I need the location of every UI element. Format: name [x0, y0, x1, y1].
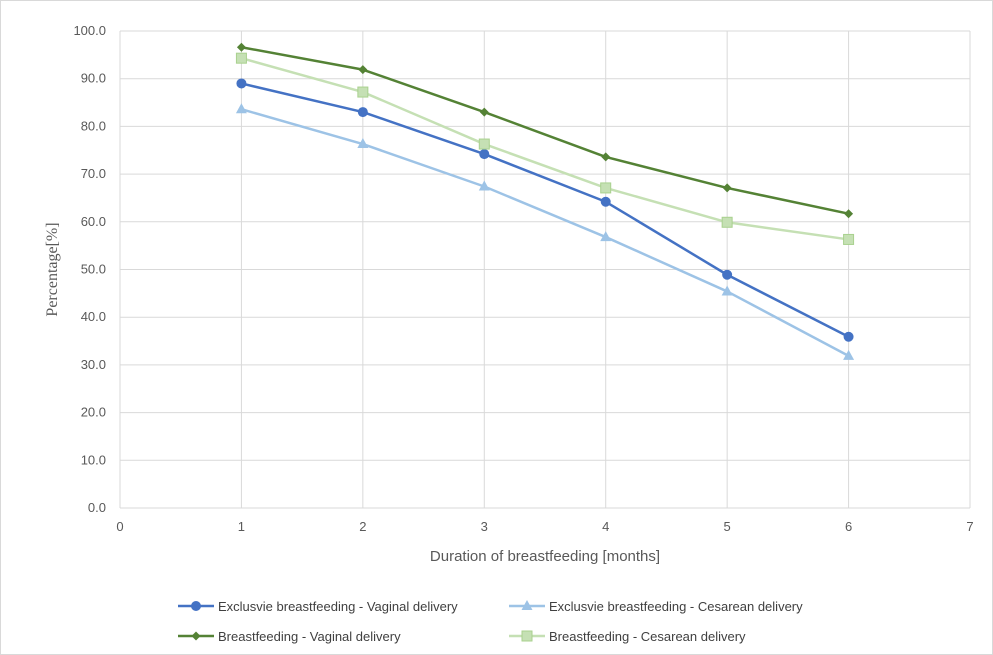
data-point: [600, 231, 612, 242]
data-point: [843, 331, 854, 342]
legend-marker: [191, 601, 201, 611]
y-tick-label: 30.0: [81, 357, 106, 372]
series-3: [236, 42, 854, 219]
series-2: [235, 103, 855, 360]
data-point: [600, 182, 612, 194]
data-point: [722, 183, 732, 193]
y-tick-label: 50.0: [81, 262, 106, 277]
data-point: [844, 209, 854, 219]
y-axis-ticks: 0.0 10.0 20.0 30.0 40.0 50.0 60.0 70.0 80.0 90.0 1…: [73, 23, 106, 515]
legend-item: Exclusvie breastfeeding - Cesarean deliv…: [509, 599, 803, 614]
legend-item: Breastfeeding - Cesarean delivery: [509, 629, 746, 644]
series-group: [235, 42, 855, 360]
y-tick-label: 80.0: [81, 118, 106, 133]
x-tick-label: 1: [238, 519, 245, 534]
y-tick-label: 10.0: [81, 452, 106, 467]
y-tick-label: 70.0: [81, 166, 106, 181]
data-point: [236, 42, 246, 52]
legend-item: Breastfeeding - Vaginal delivery: [178, 629, 401, 644]
data-point: [235, 103, 247, 114]
y-tick-label: 100.0: [73, 23, 106, 38]
data-point: [843, 349, 855, 360]
y-tick-label: 60.0: [81, 214, 106, 229]
series-line: [241, 82, 850, 338]
series-line: [241, 45, 849, 215]
x-tick-label: 5: [724, 519, 731, 534]
legend-marker: [191, 631, 201, 641]
series-line: [241, 56, 849, 241]
x-tick-label: 3: [481, 519, 488, 534]
x-tick-label: 4: [602, 519, 609, 534]
x-axis-ticks: 0 1 2 3 4 5 6 7: [116, 519, 973, 534]
data-point: [358, 65, 368, 75]
data-point: [601, 152, 611, 162]
data-point: [357, 138, 369, 149]
y-tick-label: 20.0: [81, 405, 106, 420]
y-tick-label: 40.0: [81, 309, 106, 324]
data-point: [236, 78, 247, 89]
legend-item: Exclusvie breastfeeding - Vaginal delive…: [178, 599, 458, 614]
y-tick-label: 0.0: [88, 500, 106, 515]
data-point: [479, 107, 489, 117]
data-point: [357, 86, 369, 98]
legend-marker: [521, 630, 533, 642]
y-tick-label: 90.0: [81, 71, 106, 86]
x-tick-label: 2: [359, 519, 366, 534]
x-axis-label: Duration of breastfeeding [months]: [430, 548, 660, 565]
legend-marker: [521, 600, 533, 610]
data-point: [843, 233, 855, 245]
data-point: [478, 180, 490, 191]
grid: [119, 30, 971, 509]
y-axis-label: Percentage[%]: [44, 222, 61, 316]
data-point: [479, 149, 490, 160]
legend: Exclusvie breastfeeding - Vaginal delive…: [178, 599, 803, 644]
series-line: [241, 108, 850, 357]
legend-label: Exclusvie breastfeeding - Cesarean deliv…: [549, 599, 803, 614]
data-point: [722, 269, 733, 280]
series-1: [236, 78, 854, 342]
data-point: [357, 107, 368, 118]
x-tick-label: 6: [845, 519, 852, 534]
data-point: [235, 52, 247, 64]
legend-label: Breastfeeding - Cesarean delivery: [549, 629, 746, 644]
data-point: [600, 196, 611, 207]
data-point: [721, 285, 733, 296]
legend-label: Exclusvie breastfeeding - Vaginal delive…: [218, 599, 458, 614]
data-point: [478, 138, 490, 150]
legend-label: Breastfeeding - Vaginal delivery: [218, 629, 401, 644]
x-tick-label: 7: [966, 519, 973, 534]
x-tick-label: 0: [116, 519, 123, 534]
data-point: [721, 216, 733, 228]
series-4: [235, 52, 855, 245]
